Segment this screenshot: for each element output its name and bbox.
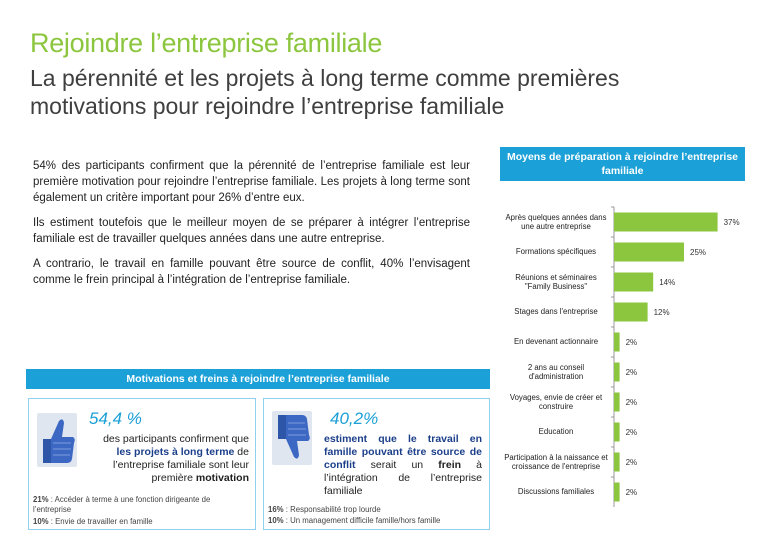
chart-value-label: 2% [625, 367, 638, 377]
chart-bar [614, 482, 620, 502]
chart-bar [614, 392, 620, 412]
chart-category-label: Education [538, 427, 574, 436]
footnote-percent: 21% [33, 495, 49, 504]
chart-category-label: Stages dans l'entreprise [514, 307, 598, 316]
motivation-text-part: des participants confirment que [103, 433, 249, 445]
chart-value-label: 12% [653, 307, 670, 317]
chart-value-label: 2% [625, 397, 638, 407]
chart-category-label: Après quelques années dans une autre ent… [505, 212, 607, 232]
footnote-text: : Accéder à terme à une fonction dirigea… [33, 495, 211, 514]
chart-value-label: 2% [625, 487, 638, 497]
chart-bar [614, 272, 654, 292]
footnote-percent: 16% [268, 505, 284, 514]
chart-category-label: En devenant actionnaire [513, 337, 599, 346]
chart-category-label: Participation à la naissance et croissan… [504, 452, 608, 472]
chart-bar [614, 332, 620, 352]
frein-card: 40,2% estiment que le travail en famille… [263, 398, 490, 530]
section-header: Motivations et freins à rejoindre l’entr… [26, 369, 490, 389]
motivation-card: 54,4 % des participants confirment que l… [28, 398, 256, 530]
motivation-footnote-1: 21% : Accéder à terme à une fonction dir… [33, 495, 249, 515]
motivation-keyword: motivation [195, 472, 249, 484]
chart-bar [614, 362, 620, 382]
chart-category-label: 2 ans au conseil d'administration [527, 362, 585, 382]
intro-paragraph: 54% des participants confirment que la p… [33, 160, 470, 204]
motivation-highlight: les projets à long terme [116, 446, 235, 458]
frein-text-part: à l’intégration de l’entreprise familial… [324, 459, 483, 497]
intro-paragraph: Ils estiment toutefois que le meilleur m… [33, 217, 470, 245]
motivation-footnote-2: 10% : Envie de travailler en famille [33, 517, 249, 527]
frein-percent: 40,2% [330, 409, 379, 428]
motivation-percent: 54,4 % [89, 409, 142, 428]
chart-value-label: 2% [625, 457, 638, 467]
bar-chart: Après quelques années dans une autre ent… [500, 181, 745, 521]
footnote-text: : Responsabilité trop lourde [283, 505, 381, 514]
chart-title: Moyens de préparation à rejoindre l’entr… [500, 147, 745, 181]
thumbs-up-icon [37, 413, 77, 467]
frein-footnote-1: 16% : Responsabilité trop lourde [268, 505, 484, 515]
chart-value-label: 25% [690, 247, 707, 257]
page-subtitle: La pérennité et les projets à long terme… [30, 65, 620, 119]
frein-footnote-2: 10% : Un management difficile famille/ho… [268, 516, 484, 526]
footnote-percent: 10% [33, 517, 49, 526]
chart-value-label: 2% [625, 427, 638, 437]
motivation-text: des participants confirment que les proj… [89, 433, 249, 485]
chart-bar [614, 242, 684, 262]
bar-chart-svg [611, 206, 718, 507]
chart-bar [614, 302, 648, 322]
thumbs-down-icon [272, 411, 312, 465]
chart-value-label: 14% [659, 277, 676, 287]
chart-category-label: Réunions et séminaires "Family Business" [515, 272, 597, 292]
footnote-percent: 10% [268, 516, 284, 525]
chart-value-label: 37% [723, 217, 740, 227]
page-title: Rejoindre l’entreprise familiale [30, 28, 383, 58]
intro-paragraph: A contrario, le travail en famille pouva… [33, 258, 470, 286]
motivation-text-part: de l’entreprise familiale sont leur prem… [113, 446, 249, 484]
intro-text: 54% des participants confirment que la p… [33, 158, 470, 297]
chart-bar [614, 422, 620, 442]
frein-highlight: estiment que le travail en famille pouva… [324, 433, 482, 471]
chart-category-label: Formations spécifiques [515, 247, 597, 256]
footnote-text: : Envie de travailler en famille [48, 517, 153, 526]
chart-category-label: Discussions familiales [517, 487, 595, 496]
chart-bar [614, 212, 718, 232]
footnote-text: : Un management difficile famille/hors f… [283, 516, 441, 525]
chart-category-label: Voyages, envie de créer et construire [509, 392, 603, 412]
chart-bar [614, 452, 620, 472]
chart-value-label: 2% [625, 337, 638, 347]
frein-keyword: frein [438, 459, 462, 471]
frein-text-part: serait un [355, 459, 439, 471]
frein-text: estiment que le travail en famille pouva… [324, 433, 482, 498]
